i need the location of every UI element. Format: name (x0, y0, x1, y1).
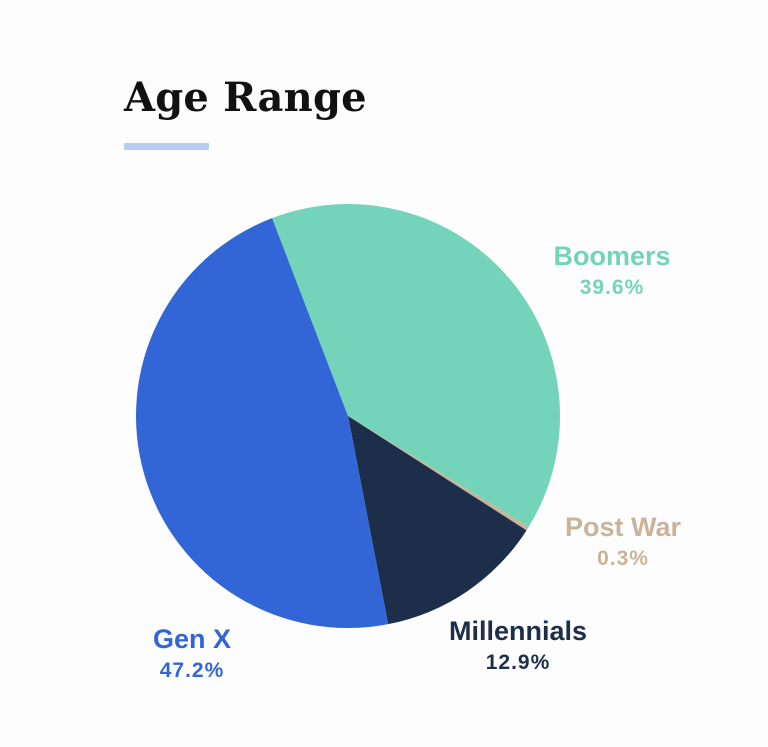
slice-value-millennials: 12.9% (486, 651, 551, 674)
pie-slice-post-war (348, 416, 529, 531)
pie-labels: Boomers 39.6% Post War 0.3% Millennials 12.9%… (153, 241, 682, 682)
pie-slice-gen-x (136, 218, 389, 629)
title-underline (124, 143, 209, 150)
pie-slices (136, 204, 560, 629)
slice-value-boomers: 39.6% (580, 276, 645, 299)
pie-slice-boomers (272, 204, 560, 527)
chart-title: Age Range (124, 74, 367, 121)
pie-slice-millennials (348, 416, 527, 625)
slice-value-gen-x: 47.2% (160, 659, 225, 682)
slice-label-post-war: Post War (565, 512, 682, 542)
slice-label-boomers: Boomers (553, 241, 670, 271)
slice-label-millennials: Millennials (449, 616, 587, 646)
slice-label-gen-x: Gen X (153, 624, 231, 654)
slice-value-post-war: 0.3% (597, 547, 649, 570)
